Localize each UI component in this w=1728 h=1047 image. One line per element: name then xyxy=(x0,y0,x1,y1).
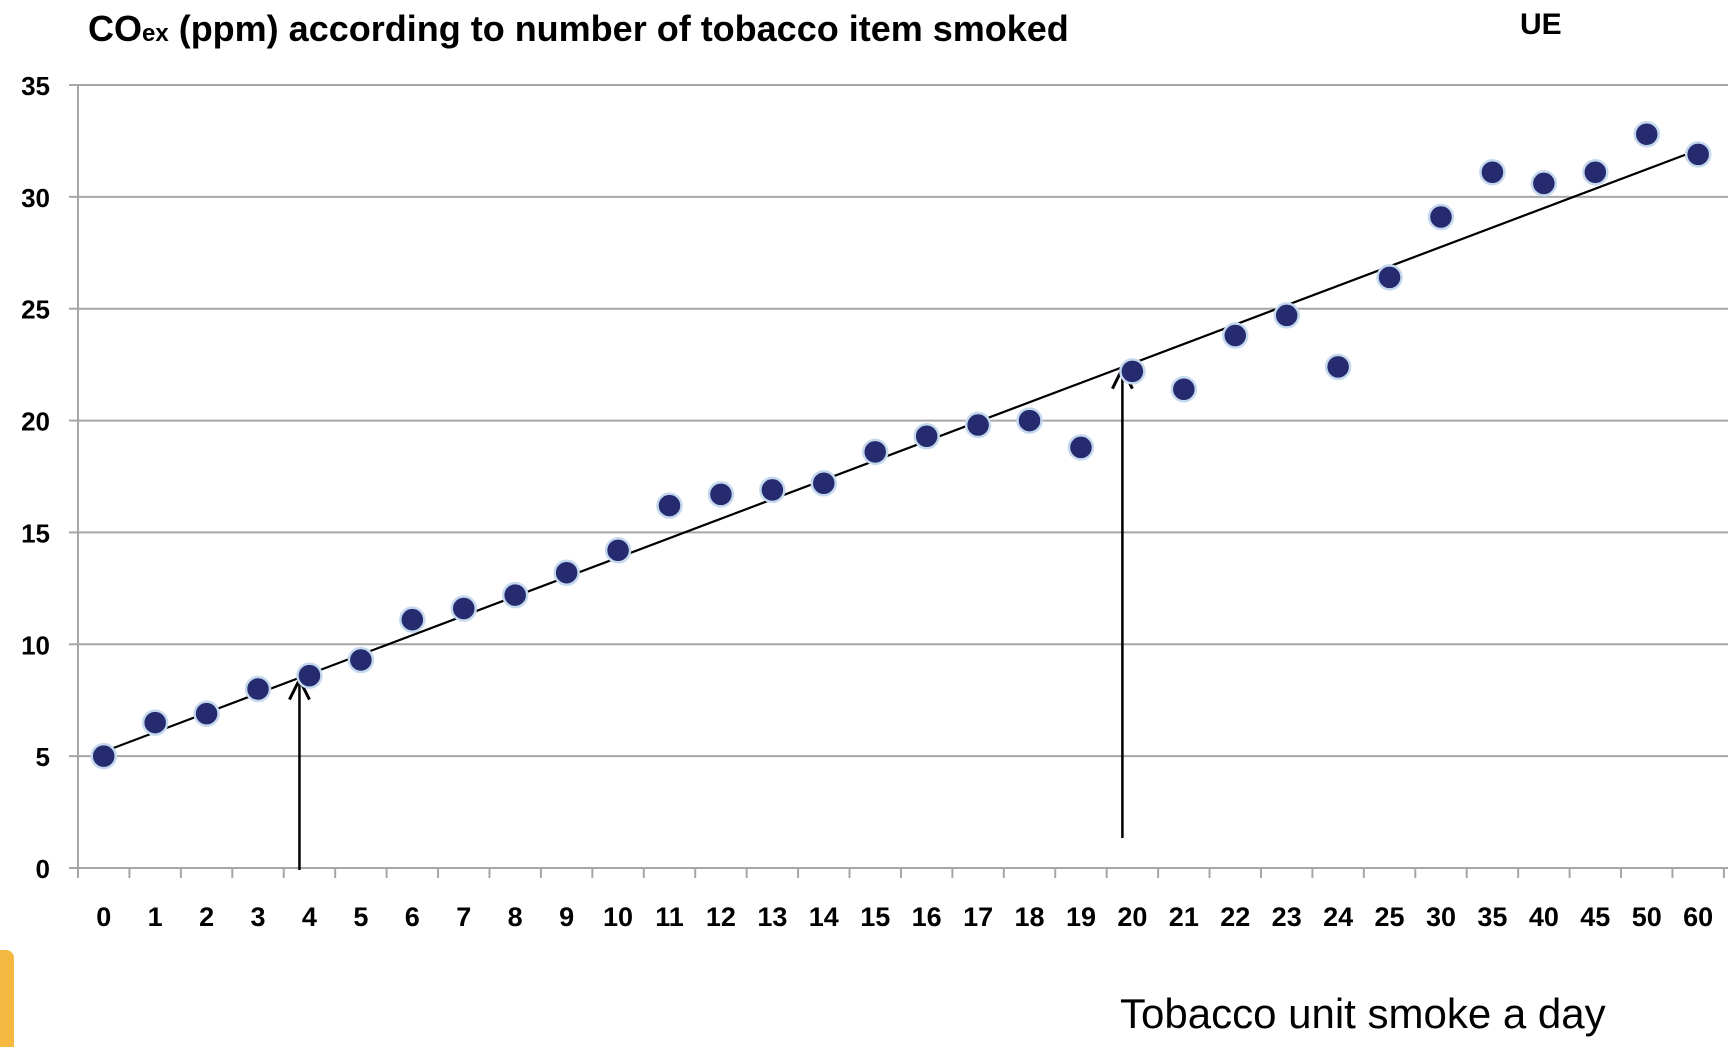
data-points xyxy=(90,120,1712,770)
data-point-13 xyxy=(759,476,786,504)
data-point-35 xyxy=(1479,158,1506,186)
data-point-11 xyxy=(656,492,683,519)
data-point-19 xyxy=(1067,434,1095,461)
data-point-12 xyxy=(707,481,735,508)
data-point-0 xyxy=(90,742,117,770)
data-point-18 xyxy=(1016,407,1043,434)
trendline-group xyxy=(103,148,1699,753)
data-point-7 xyxy=(450,595,478,622)
data-point-24 xyxy=(1324,353,1352,381)
data-point-17 xyxy=(964,411,992,439)
data-point-15 xyxy=(861,438,889,466)
data-point-5 xyxy=(347,646,375,674)
x-tick-label-45: 45 xyxy=(1580,902,1610,932)
y-tick-label-0: 0 xyxy=(36,854,50,884)
x-tick-label-35: 35 xyxy=(1477,902,1507,932)
data-point-10 xyxy=(604,537,632,564)
x-tick-label-30: 30 xyxy=(1426,902,1456,932)
x-tick-label-0: 0 xyxy=(96,902,111,932)
x-axis-label: Tobacco unit smoke a day xyxy=(1120,990,1606,1037)
y-tick-label-35: 35 xyxy=(21,71,50,101)
x-tick-label-4: 4 xyxy=(302,902,317,932)
data-point-30 xyxy=(1427,203,1455,231)
x-tick-label-19: 19 xyxy=(1066,902,1096,932)
data-point-22 xyxy=(1222,322,1249,349)
data-point-1 xyxy=(141,709,169,736)
x-tick-label-9: 9 xyxy=(559,902,574,932)
x-tick-label-23: 23 xyxy=(1272,902,1302,932)
y-tick-label-20: 20 xyxy=(21,407,50,437)
x-tick-label-21: 21 xyxy=(1169,902,1199,932)
axes xyxy=(69,84,1728,878)
data-point-23 xyxy=(1273,302,1300,329)
corner-label: UE xyxy=(1520,8,1562,41)
x-tick-label-17: 17 xyxy=(963,902,993,932)
data-point-14 xyxy=(810,469,838,497)
data-point-50 xyxy=(1633,120,1660,148)
x-tick-label-8: 8 xyxy=(508,902,523,932)
y-tick-label-5: 5 xyxy=(36,742,50,772)
x-tick-label-24: 24 xyxy=(1323,902,1353,932)
data-point-21 xyxy=(1170,376,1198,403)
data-point-45 xyxy=(1582,158,1609,186)
data-point-16 xyxy=(913,422,940,450)
x-tick-label-40: 40 xyxy=(1529,902,1559,932)
data-point-40 xyxy=(1530,170,1558,197)
x-tick-label-16: 16 xyxy=(912,902,942,932)
x-tick-label-6: 6 xyxy=(405,902,420,932)
data-point-8 xyxy=(501,581,529,609)
x-tick-labels: 0 1 2 3 4 5 6 7 8 9 10 11 12 13 14 15 16 17 18 19 20 21 22 23 24… xyxy=(96,902,1713,932)
x-tick-label-1: 1 xyxy=(148,902,163,932)
x-tick-label-18: 18 xyxy=(1015,902,1045,932)
x-tick-label-50: 50 xyxy=(1632,902,1662,932)
x-tick-label-20: 20 xyxy=(1117,902,1147,932)
y-tick-labels: 0 5 10 15 20 25 30 35 xyxy=(21,71,50,884)
chart-title: COex (ppm) according to number of tobacc… xyxy=(88,8,1069,49)
data-point-6 xyxy=(399,606,426,633)
x-tick-label-14: 14 xyxy=(809,902,839,932)
y-tick-label-25: 25 xyxy=(21,295,50,325)
y-tick-label-10: 10 xyxy=(21,630,50,660)
y-tick-label-30: 30 xyxy=(21,183,50,213)
x-tick-label-11: 11 xyxy=(655,902,684,932)
trendline xyxy=(103,148,1699,753)
x-tick-label-13: 13 xyxy=(757,902,787,932)
data-point-60 xyxy=(1684,141,1712,168)
x-tick-label-25: 25 xyxy=(1375,902,1405,932)
data-point-25 xyxy=(1376,264,1403,291)
x-tick-label-15: 15 xyxy=(860,902,890,932)
data-point-20 xyxy=(1119,358,1146,385)
x-tick-label-3: 3 xyxy=(251,902,266,932)
x-tick-label-10: 10 xyxy=(603,902,633,932)
x-tick-label-7: 7 xyxy=(456,902,471,932)
data-point-3 xyxy=(244,675,272,703)
y-tick-label-15: 15 xyxy=(21,518,50,548)
x-tick-label-12: 12 xyxy=(706,902,736,932)
gridlines xyxy=(78,84,1728,758)
x-tick-label-22: 22 xyxy=(1220,902,1250,932)
x-tick-label-60: 60 xyxy=(1683,902,1713,932)
decorative-accent xyxy=(0,950,14,1047)
data-point-2 xyxy=(193,700,220,727)
arrow-4 xyxy=(288,676,311,870)
x-tick-label-2: 2 xyxy=(199,902,214,932)
data-point-4 xyxy=(296,662,323,689)
arrow-20 xyxy=(1111,365,1134,838)
x-tick-label-5: 5 xyxy=(353,902,368,932)
data-point-9 xyxy=(553,559,580,586)
